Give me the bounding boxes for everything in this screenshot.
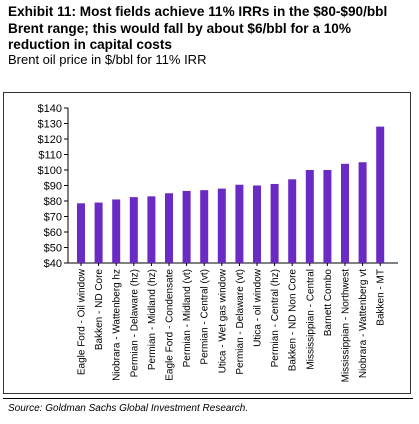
bar [376,126,385,263]
source-divider [3,398,413,399]
x-tick-label: Permian - Midland (hz) [147,269,158,370]
bar [200,190,209,263]
bar [129,197,138,263]
chart-title: Exhibit 11: Most fields achieve 11% IRRs… [8,4,388,52]
bar [77,203,85,263]
bar [358,162,367,263]
x-tick-label: Bakken - ND Non Core [288,269,299,372]
bar [217,188,226,263]
x-tick-label: Eagle Ford - Oil window [77,268,88,375]
y-tick-label: $130 [38,119,62,131]
y-tick-label: $120 [38,134,62,146]
y-tick-label: $140 [38,103,62,115]
x-tick-label: Eagle Ford - Condensate [165,269,176,381]
y-tick-label: $70 [44,212,62,224]
x-tick-label: Bakken - ND Core [94,269,105,351]
x-tick-label: Mississippian - Northwest [341,269,352,383]
x-tick-label: Permian - Central (vt) [200,269,211,365]
bar [94,202,103,263]
y-tick-label: $100 [38,165,62,177]
bar [323,170,332,263]
x-tick-label: Permian - Delaware (vt) [235,269,246,375]
y-tick-label: $110 [38,150,62,162]
x-tick-label: Mississippian - Central [305,269,316,370]
bar [165,193,173,263]
bar [305,170,314,263]
y-tick-label: $50 [44,243,62,255]
y-tick-label: $90 [44,181,62,193]
bar [112,199,121,263]
chart-subtitle: Brent oil price in $/bbl for 11% IRR [8,52,207,67]
y-tick-label: $60 [44,227,62,239]
bar [288,179,297,263]
y-tick-label: $40 [44,258,62,270]
y-tick-label: $80 [44,196,62,208]
x-tick-label: Niobrara - Wattenberg vt [358,269,369,378]
bar [182,190,191,263]
x-tick-label: Barnett Combo [323,269,334,337]
x-tick-label: Bakken - MT [376,269,387,326]
x-tick-label: Permian - Delaware (hz) [129,269,140,377]
x-tick-label: Utica - oil window [253,268,264,347]
bar [341,163,349,263]
bar [147,196,156,263]
x-tick-label: Permian - Midland (vt) [182,269,193,367]
source-note: Source: Goldman Sachs Global Investment … [8,403,249,414]
bar [270,183,279,263]
bar [253,185,261,263]
bar [235,184,244,263]
bar-chart: $40 $50 $60 $70 $80 $90 $100 $110 $120 $130 $140 Ea… [38,103,398,383]
chart-frame [3,92,411,394]
x-tick-label: Utica - Wet gas window [217,268,228,373]
x-tick-label: Niobrara - Wattenberg hz [112,269,123,381]
x-tick-label: Permian - Central (hz) [270,269,281,367]
